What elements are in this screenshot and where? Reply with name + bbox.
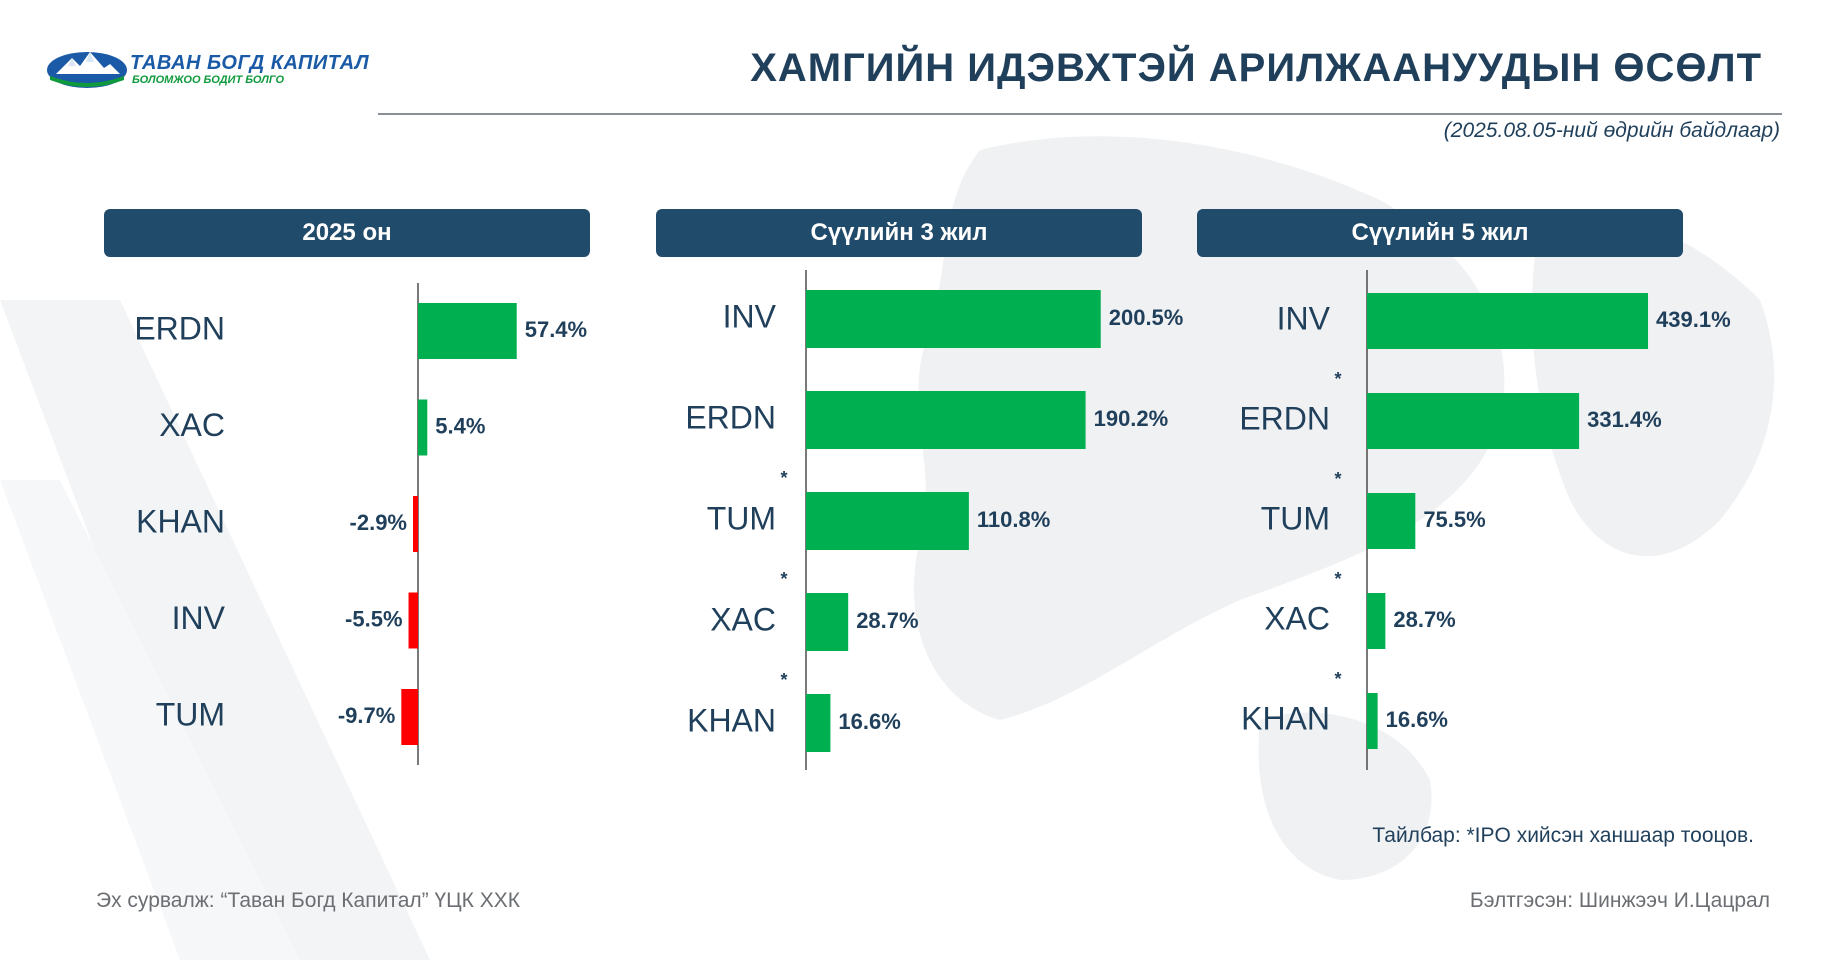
chart-2-bar-khan	[806, 694, 831, 752]
chart-3-category-label: XAC	[1264, 600, 1330, 636]
chart-2-value-label: 16.6%	[838, 709, 900, 734]
chart-3-category-label: TUM	[1261, 500, 1330, 536]
chart-3-value-label: 75.5%	[1423, 507, 1485, 532]
chart-3-ipo-marker: *	[1334, 669, 1341, 689]
chart-1-value-label: 57.4%	[525, 317, 587, 342]
brand-name: ТАВАН БОГД КАПИТАЛ	[130, 52, 370, 74]
chart-1-value-label: 5.4%	[435, 413, 485, 438]
ipo-footnote: Тайлбар: *IPO хийсэн ханшаар тооцов.	[1372, 824, 1754, 847]
panel-header-2025: 2025 он	[104, 209, 590, 257]
chart-2-category-label: KHAN	[687, 702, 776, 738]
chart-3-category-label: ERDN	[1239, 400, 1330, 436]
prepared-by-note: Бэлтгэсэн: Шинжээч И.Цацрал	[1469, 889, 1770, 912]
source-note: Эх сурвалж: “Таван Богд Капитал” ҮЦК ХХК	[96, 889, 520, 912]
company-logo: ТАВАН БОГД КАПИТАЛ БОЛОМЖОО БОДИТ БОЛГО	[46, 46, 369, 92]
chart-3-ipo-marker: *	[1334, 569, 1341, 589]
chart-3-ipo-marker: *	[1334, 469, 1341, 489]
chart-3-value-label: 331.4%	[1587, 407, 1662, 432]
chart-1-category-label: ERDN	[134, 310, 225, 346]
page-title: ХАМГИЙН ИДЭВХТЭЙ АРИЛЖААНУУДЫН ӨСӨЛТ	[750, 46, 1762, 90]
chart-3-bar-tum	[1367, 493, 1416, 549]
chart-3-ipo-marker: *	[1334, 369, 1341, 389]
chart-3-value-label: 439.1%	[1656, 307, 1731, 332]
chart-2-bar-tum	[806, 492, 969, 550]
chart-1-category-label: INV	[172, 600, 226, 636]
chart-1-value-label: -5.5%	[345, 606, 402, 631]
chart-2-ipo-marker: *	[780, 468, 787, 488]
chart-2-ipo-marker: *	[780, 569, 787, 589]
chart-2-ipo-marker: *	[780, 670, 787, 690]
chart-1-category-label: TUM	[156, 696, 225, 732]
chart-2-bar-erdn	[806, 391, 1086, 449]
chart-2-value-label: 28.7%	[856, 608, 918, 633]
chart-3-category-label: KHAN	[1241, 700, 1330, 736]
chart-1-bar-tum	[401, 689, 418, 745]
chart-3-value-label: 16.6%	[1386, 707, 1448, 732]
chart-3-bar-erdn	[1367, 393, 1580, 449]
chart-1-bar-khan	[413, 496, 418, 552]
chart-2-category-label: TUM	[707, 500, 776, 536]
chart-1-bar-inv	[408, 592, 418, 649]
chart-2-category-label: INV	[723, 298, 777, 334]
mountain-logo-icon	[47, 52, 127, 88]
chart-2-value-label: 200.5%	[1109, 305, 1184, 330]
title-divider	[378, 113, 1782, 115]
chart-1-category-label: XAC	[159, 407, 225, 443]
brand-tagline: БОЛОМЖОО БОДИТ БОЛГО	[132, 74, 285, 86]
chart-3-category-label: INV	[1277, 300, 1331, 336]
chart-1-category-label: KHAN	[136, 503, 225, 539]
chart-2-category-label: ERDN	[685, 399, 776, 435]
chart-1-bar-xac	[418, 399, 428, 456]
chart-3-value-label: 28.7%	[1393, 607, 1455, 632]
chart-2-category-label: XAC	[710, 601, 776, 637]
chart-1-value-label: -9.7%	[338, 703, 395, 728]
chart-2-bar-inv	[806, 290, 1101, 348]
chart-3-bar-xac	[1367, 593, 1386, 649]
chart-3-bar-khan	[1367, 693, 1378, 749]
panel-header-5-year: Сүүлийн 5 жил	[1197, 209, 1683, 257]
chart-2-value-label: 110.8%	[977, 507, 1050, 532]
chart-2-value-label: 190.2%	[1094, 406, 1169, 431]
chart-1-bar-erdn	[418, 303, 517, 359]
chart-1-value-label: -2.9%	[350, 510, 407, 535]
panel-header-3-year: Сүүлийн 3 жил	[656, 209, 1142, 257]
chart-2-bar-xac	[806, 593, 849, 651]
chart-3-bar-inv	[1367, 293, 1649, 349]
date-note: (2025.08.05-ний өдрийн байдлаар)	[1443, 119, 1780, 142]
